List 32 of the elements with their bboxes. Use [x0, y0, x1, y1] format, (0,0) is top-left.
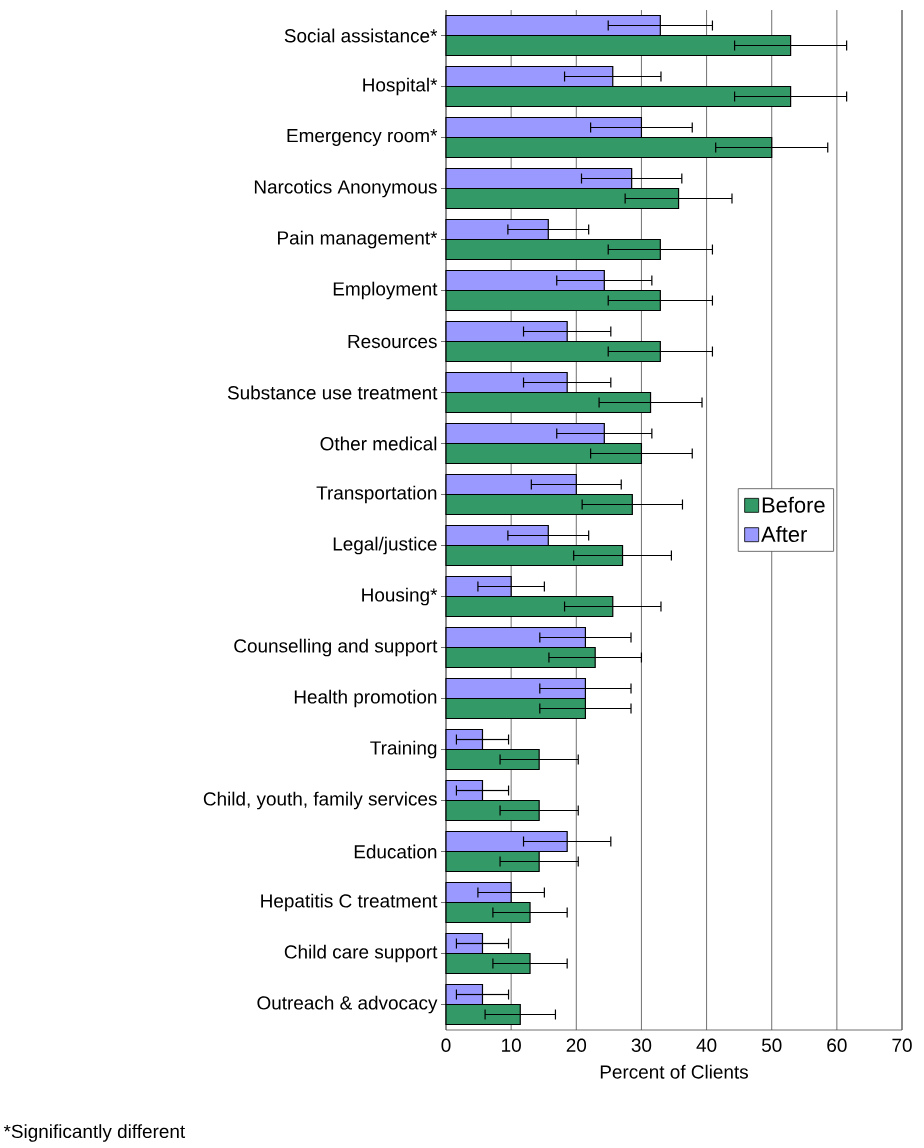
- x-tick-label: 0: [441, 1038, 451, 1052]
- y-tick-label: Housing*: [362, 587, 438, 606]
- y-tick-label: Legal/justice: [333, 536, 437, 555]
- text: *Significantly different: [3, 1124, 186, 1142]
- y-tick-label: Health promotion: [294, 689, 437, 708]
- y-tick-label: Other medical: [320, 436, 437, 451]
- y-tick-label: Outreach & advocacy: [257, 995, 438, 1014]
- y-tick-label: Counselling and support: [234, 638, 438, 657]
- legend-label: After: [761, 526, 807, 543]
- y-tick-label: Transportation: [316, 485, 437, 504]
- x-tick-label: 60: [827, 1038, 847, 1052]
- y-tick-label: Emergency room*: [287, 129, 438, 146]
- y-tick-label: Narcotics Anonymous: [254, 179, 437, 198]
- x-axis-title: Percent of Clients: [600, 1064, 748, 1079]
- x-tick-label: 30: [631, 1038, 652, 1052]
- y-tick-label: Child, youth, family services: [203, 791, 437, 810]
- y-tick-label: Education: [354, 844, 437, 859]
- y-tick-label: Employment: [333, 281, 438, 300]
- x-tick-label: 70: [892, 1038, 912, 1052]
- x-tick-label: 10: [502, 1038, 521, 1052]
- y-tick-label: Social assistance*: [284, 28, 438, 43]
- legend-label: Before: [762, 496, 825, 513]
- y-tick-label: Child care support: [284, 944, 438, 963]
- x-tick-label: 40: [696, 1038, 717, 1052]
- y-tick-label: Pain management*: [278, 230, 438, 249]
- y-tick-label: Training: [370, 740, 437, 759]
- y-tick-label: Hospital*: [363, 77, 438, 96]
- x-tick-label: 50: [761, 1038, 782, 1052]
- y-tick-label: Substance use treatment: [227, 385, 438, 400]
- x-tick-label: 20: [566, 1038, 587, 1052]
- y-tick-label: Hepatitis C treatment: [261, 893, 438, 912]
- y-tick-label: Resources: [348, 334, 437, 349]
